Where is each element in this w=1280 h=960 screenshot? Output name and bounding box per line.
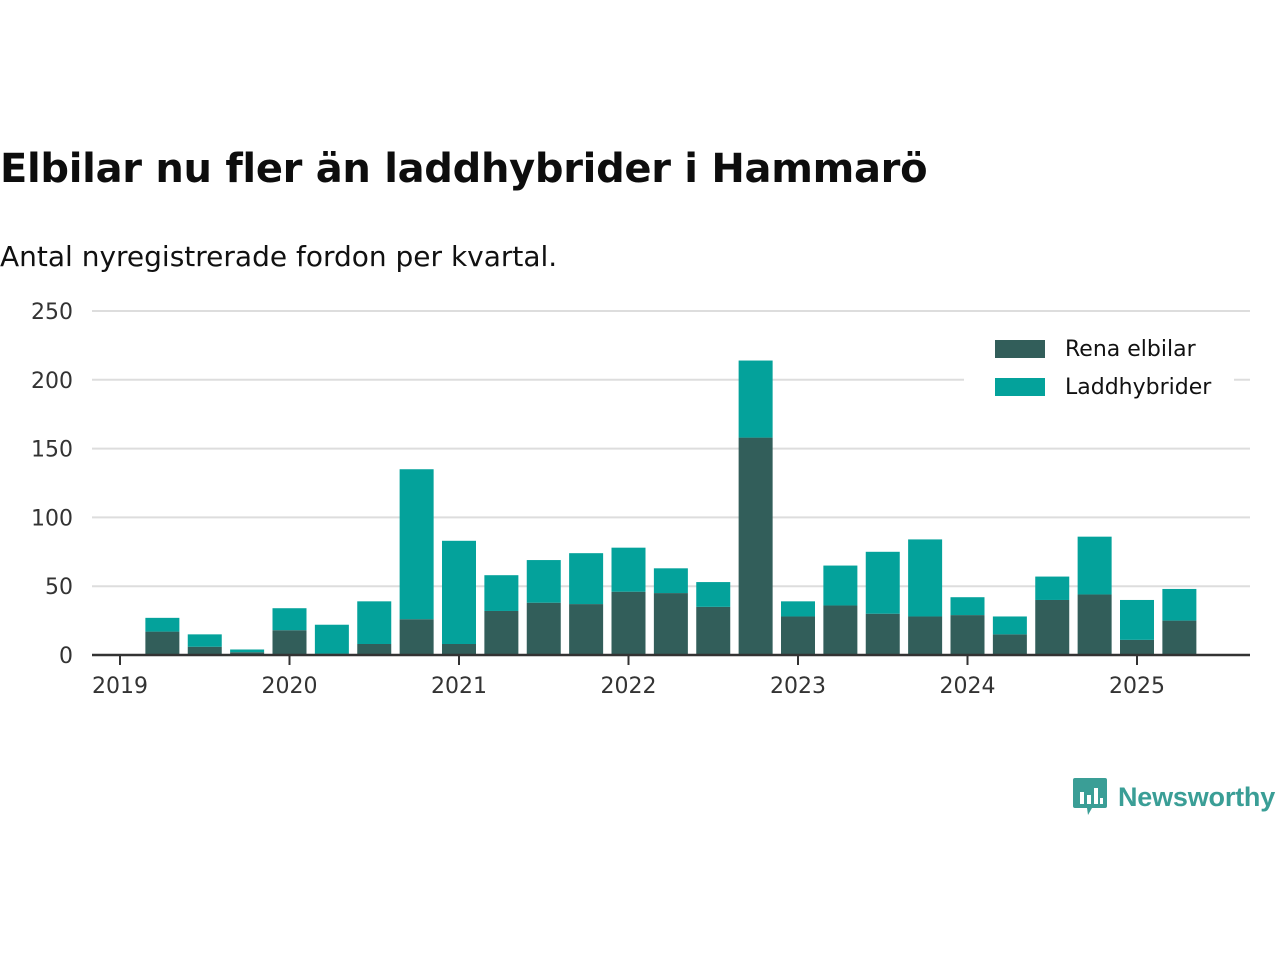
bar-rena-elbilar bbox=[696, 606, 731, 655]
bar-laddhybrider bbox=[314, 624, 349, 654]
x-tick-label: 2021 bbox=[431, 674, 487, 699]
bar-laddhybrider bbox=[696, 582, 731, 607]
stacked-bar-chart: 0 50 100 150 200 250 2019 2020 2021 2022 2023 2024… bbox=[31, 300, 1250, 699]
bar-laddhybrider bbox=[442, 540, 476, 644]
bar-laddhybrider bbox=[1077, 536, 1112, 595]
bar-rena-elbilar bbox=[823, 605, 858, 655]
bar-laddhybrider bbox=[738, 360, 773, 438]
y-tick-label: 100 bbox=[31, 506, 73, 531]
bar-rena-elbilar bbox=[611, 591, 646, 655]
bar-laddhybrider bbox=[1162, 588, 1197, 621]
bar-laddhybrider bbox=[357, 601, 392, 644]
x-tick-label: 2025 bbox=[1109, 674, 1165, 699]
bar-rena-elbilar bbox=[230, 652, 265, 655]
bar-rena-elbilar bbox=[653, 593, 688, 655]
bar-rena-elbilar bbox=[526, 602, 561, 655]
bar-laddhybrider bbox=[187, 634, 222, 647]
legend: Rena elbilar Laddhybrider bbox=[964, 333, 1234, 409]
x-tick-label: 2023 bbox=[770, 674, 826, 699]
brand-name: Newsworthy bbox=[1118, 781, 1276, 812]
x-tick-label: 2024 bbox=[940, 674, 996, 699]
bar-rena-elbilar bbox=[145, 631, 180, 655]
chart-subtitle: Antal nyregistrerade fordon per kvartal. bbox=[0, 240, 558, 273]
y-tick-label: 200 bbox=[31, 369, 73, 394]
y-axis-ticks: 0 50 100 150 200 250 bbox=[31, 300, 73, 669]
chart-title: Elbilar nu fler än laddhybrider i Hammar… bbox=[0, 146, 928, 192]
bar-rena-elbilar bbox=[1077, 594, 1112, 655]
bar-rena-elbilar bbox=[738, 437, 773, 655]
bar-laddhybrider bbox=[569, 553, 604, 605]
bar-laddhybrider bbox=[950, 597, 985, 616]
bar-laddhybrider bbox=[611, 547, 646, 592]
newsworthy-logo: Newsworthy bbox=[1072, 776, 1275, 818]
legend-label-rena-elbilar: Rena elbilar bbox=[1065, 337, 1197, 362]
y-tick-label: 0 bbox=[59, 644, 73, 669]
legend-swatch-rena-elbilar bbox=[995, 340, 1045, 358]
bar-rena-elbilar bbox=[1162, 620, 1197, 655]
bar-laddhybrider bbox=[1120, 599, 1154, 640]
bar-laddhybrider bbox=[526, 560, 561, 603]
bar-laddhybrider bbox=[230, 649, 265, 653]
y-tick-label: 50 bbox=[45, 575, 73, 600]
bar-laddhybrider bbox=[272, 608, 307, 631]
bar-rena-elbilar bbox=[1120, 639, 1154, 655]
bar-laddhybrider bbox=[653, 568, 688, 594]
bar-rena-elbilar bbox=[781, 616, 815, 655]
legend-swatch-laddhybrider bbox=[995, 378, 1045, 396]
bar-rena-elbilar bbox=[484, 610, 519, 655]
bar-laddhybrider bbox=[1035, 576, 1070, 600]
bar-rena-elbilar bbox=[1035, 599, 1070, 655]
x-tick-label: 2020 bbox=[262, 674, 318, 699]
bar-rena-elbilar bbox=[399, 619, 434, 655]
bar-rena-elbilar bbox=[272, 630, 307, 655]
bar-laddhybrider bbox=[908, 539, 943, 617]
bar-rena-elbilar bbox=[865, 613, 900, 655]
bar-rena-elbilar bbox=[357, 643, 392, 655]
bar-chart-speech-icon bbox=[1073, 778, 1107, 815]
bar-rena-elbilar bbox=[569, 604, 604, 655]
y-tick-label: 250 bbox=[31, 300, 73, 325]
y-tick-label: 150 bbox=[31, 438, 73, 463]
bar-laddhybrider bbox=[484, 575, 519, 611]
bar-rena-elbilar bbox=[442, 643, 476, 655]
bar-rena-elbilar bbox=[950, 615, 985, 655]
x-axis-ticks: 2019 2020 2021 2022 2023 2024 2025 bbox=[92, 655, 1165, 699]
bar-laddhybrider bbox=[865, 551, 900, 614]
bar-laddhybrider bbox=[781, 601, 815, 617]
bar-rena-elbilar bbox=[187, 646, 222, 655]
x-tick-label: 2022 bbox=[601, 674, 657, 699]
bar-laddhybrider bbox=[145, 617, 180, 632]
bar-laddhybrider bbox=[399, 469, 434, 620]
bars bbox=[145, 360, 1197, 655]
legend-label-laddhybrider: Laddhybrider bbox=[1065, 375, 1212, 400]
bar-rena-elbilar bbox=[908, 616, 943, 655]
bar-laddhybrider bbox=[823, 565, 858, 606]
x-tick-label: 2019 bbox=[92, 674, 148, 699]
bar-rena-elbilar bbox=[992, 634, 1027, 655]
bar-laddhybrider bbox=[992, 616, 1027, 635]
